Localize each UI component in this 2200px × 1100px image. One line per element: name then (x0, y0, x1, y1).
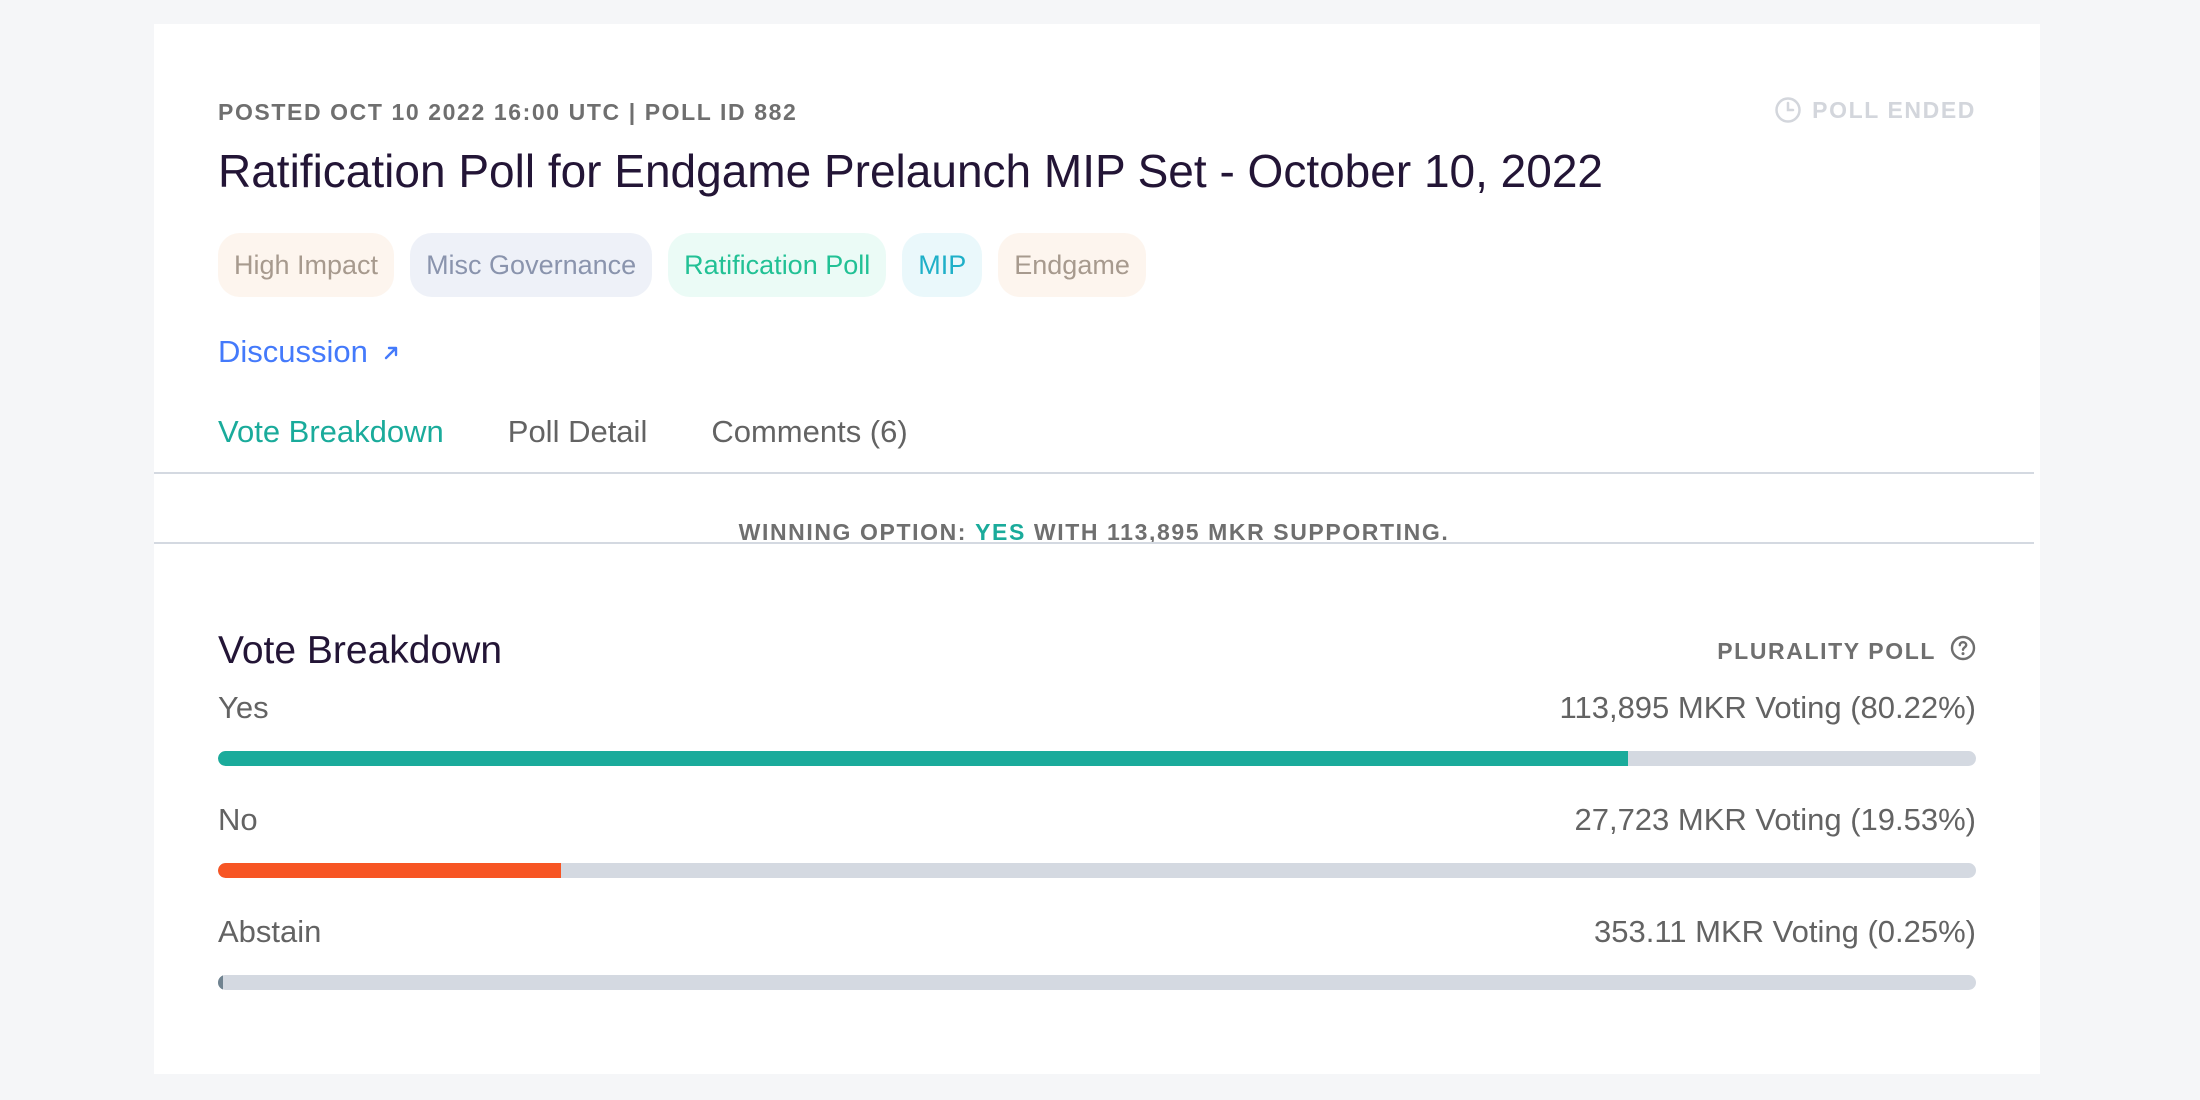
option-label: Abstain (218, 914, 322, 949)
divider (154, 472, 2034, 474)
tag-mip[interactable]: MIP (902, 233, 983, 297)
option-value: 27,723 MKR Voting (19.53%) (1574, 802, 1976, 837)
vote-option-abstain: Abstain 353.11 MKR Voting (0.25%) (218, 914, 1976, 1014)
divider (154, 542, 2034, 544)
vote-option-no: No 27,723 MKR Voting (19.53%) (218, 802, 1976, 902)
banner-suffix: WITH 113,895 MKR SUPPORTING. (1033, 518, 1450, 545)
option-value: 353.11 MKR Voting (0.25%) (1594, 914, 1976, 949)
poll-type-label: PLURALITY POLL (1717, 637, 1936, 664)
poll-status-label: POLL ENDED (1812, 96, 1976, 123)
option-label: No (218, 802, 258, 837)
poll-title: Ratification Poll for Endgame Prelaunch … (218, 145, 1604, 197)
poll-meta: POSTED OCT 10 2022 16:00 UTC | POLL ID 8… (218, 99, 798, 125)
discussion-link[interactable]: Discussion (218, 334, 400, 370)
tag-high-impact[interactable]: High Impact (218, 233, 395, 297)
vote-bar-track (218, 863, 1976, 878)
vote-bar-track (218, 751, 1976, 766)
winning-option-banner: WINNING OPTION: YES WITH 113,895 MKR SUP… (154, 498, 2034, 566)
tab-vote-breakdown[interactable]: Vote Breakdown (218, 414, 444, 449)
vote-bar-fill (218, 975, 224, 990)
poll-card: POSTED OCT 10 2022 16:00 UTC | POLL ID 8… (154, 24, 2040, 1074)
tab-comments[interactable]: Comments (6) (711, 414, 908, 449)
question-circle-icon[interactable] (1950, 635, 1976, 667)
banner-prefix: WINNING OPTION: (738, 518, 968, 545)
tab-bar: Vote Breakdown Poll Detail Comments (6) (218, 414, 908, 450)
winning-option: YES (975, 518, 1026, 545)
arrow-up-right-icon (382, 334, 400, 370)
clock-icon (1774, 96, 1802, 124)
vote-bar-track (218, 975, 1976, 990)
vote-option-yes: Yes 113,895 MKR Voting (80.22%) (218, 690, 1976, 790)
vote-bar-fill (218, 751, 1629, 766)
tab-poll-detail[interactable]: Poll Detail (507, 414, 648, 449)
vote-bar-fill (218, 863, 562, 878)
tag-ratification-poll[interactable]: Ratification Poll (668, 233, 887, 297)
option-label: Yes (218, 690, 269, 725)
option-value: 113,895 MKR Voting (80.22%) (1559, 690, 1976, 725)
tag-list: High Impact Misc Governance Ratification… (218, 233, 1146, 297)
tag-endgame[interactable]: Endgame (998, 233, 1146, 297)
vote-breakdown-title: Vote Breakdown (218, 629, 503, 672)
poll-status: POLL ENDED (1774, 96, 1976, 124)
tag-misc-governance[interactable]: Misc Governance (410, 233, 653, 297)
discussion-label: Discussion (218, 334, 368, 369)
poll-type: PLURALITY POLL (1717, 635, 1976, 667)
